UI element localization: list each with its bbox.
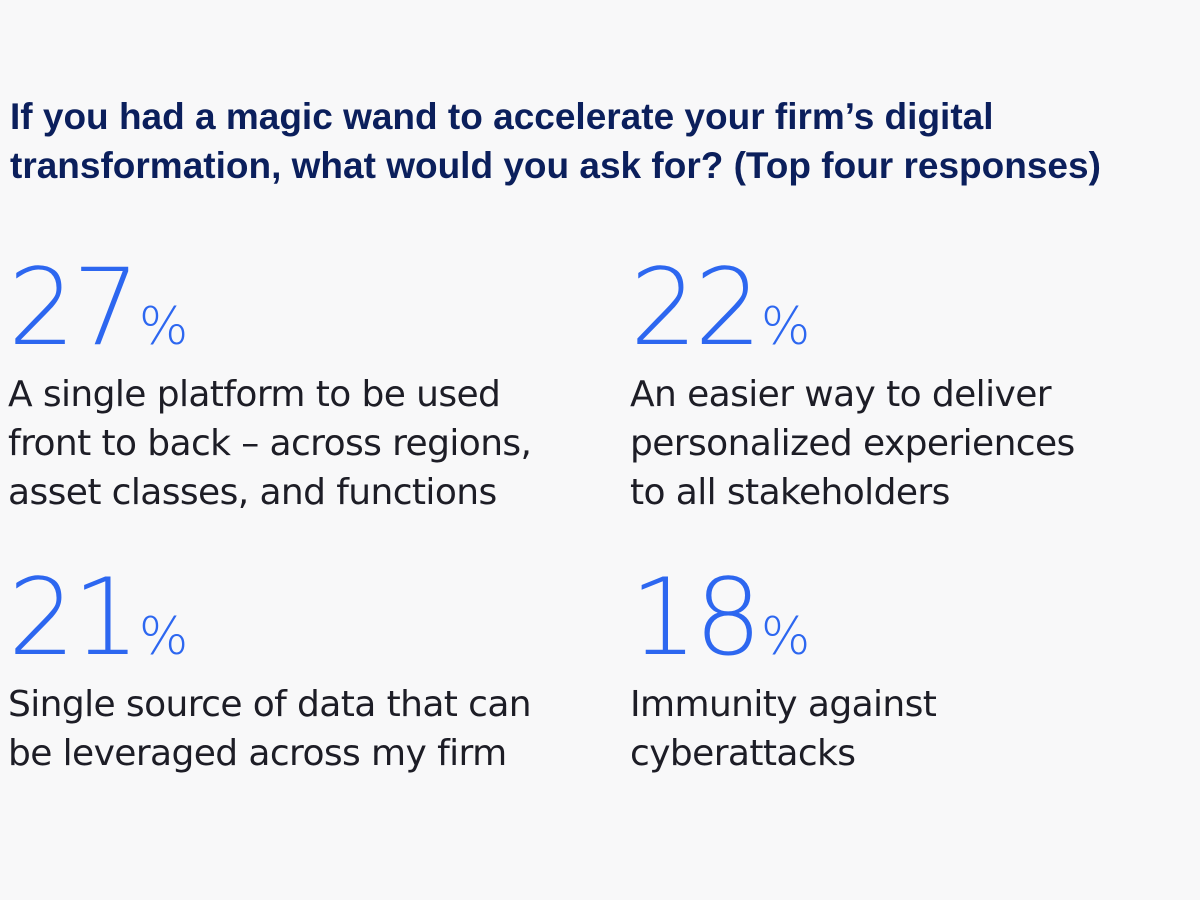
stat-description-line: Immunity against xyxy=(630,684,937,725)
stat-description: A single platform to be used front to ba… xyxy=(8,370,568,517)
percent-sign: % xyxy=(760,607,811,667)
stat-description-line: to all stakeholders xyxy=(630,472,950,513)
stat-description: Single source of data that can be levera… xyxy=(8,680,568,778)
stat-description: Immunity against cyberattacks xyxy=(630,680,1190,778)
stat-description-line: cyberattacks xyxy=(630,733,856,774)
stat-description-line: front to back – across regions, xyxy=(8,423,532,464)
title-line: If you had a magic wand to accelerate yo… xyxy=(10,96,994,137)
percent-sign: % xyxy=(138,607,189,667)
stat-value: 22% xyxy=(630,252,1190,364)
stat-card: 21% Single source of data that can be le… xyxy=(8,562,568,778)
stat-description-line: A single platform to be used xyxy=(8,374,501,415)
stat-number: 27 xyxy=(8,246,140,369)
stat-value: 21% xyxy=(8,562,568,674)
stat-value: 27% xyxy=(8,252,568,364)
stat-value: 18% xyxy=(630,562,1190,674)
percent-sign: % xyxy=(138,297,189,357)
stat-number: 22 xyxy=(630,246,762,369)
stat-description: An easier way to deliver personalized ex… xyxy=(630,370,1190,517)
stat-card: 22% An easier way to deliver personalize… xyxy=(630,252,1190,517)
stat-card: 18% Immunity against cyberattacks xyxy=(630,562,1190,778)
title-line: transformation, what would you ask for? … xyxy=(10,145,1101,186)
stat-card: 27% A single platform to be used front t… xyxy=(8,252,568,517)
stat-description-line: be leveraged across my firm xyxy=(8,733,507,774)
stat-description-line: personalized experiences xyxy=(630,423,1075,464)
percent-sign: % xyxy=(760,297,811,357)
page-title: If you had a magic wand to accelerate yo… xyxy=(10,92,1190,190)
stat-description-line: Single source of data that can xyxy=(8,684,532,725)
stat-description-line: An easier way to deliver xyxy=(630,374,1052,415)
stat-number: 18 xyxy=(630,556,762,679)
stat-description-line: asset classes, and functions xyxy=(8,472,497,513)
stat-number: 21 xyxy=(8,556,140,679)
